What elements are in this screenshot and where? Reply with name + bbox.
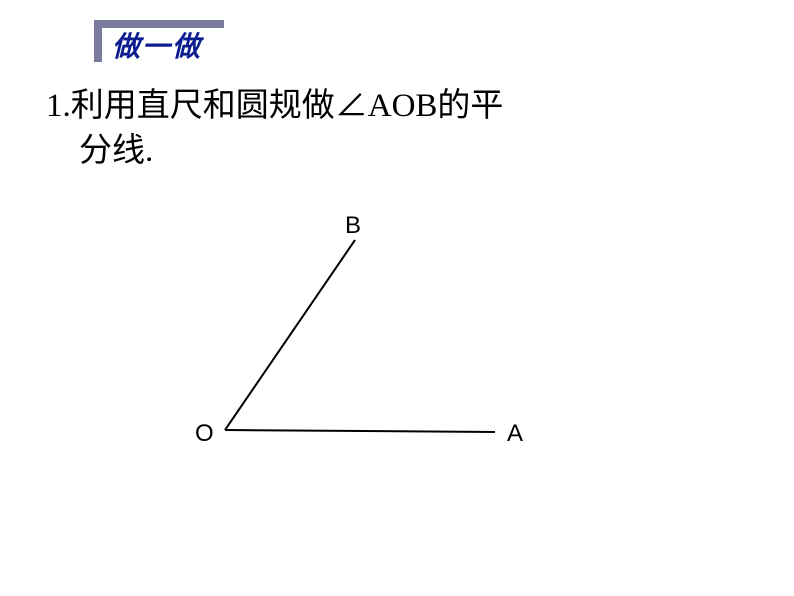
problem-line2: 分线. [46, 129, 503, 174]
header-title: 做一做 [112, 25, 202, 65]
line-OA [225, 430, 495, 432]
problem-number: 1. [46, 88, 71, 124]
point-label-a: A [507, 420, 523, 448]
line-OB [225, 240, 355, 430]
angle-svg [185, 220, 555, 460]
header-accent-box: 做一做 [94, 20, 224, 62]
point-label-b: B [345, 212, 361, 240]
problem-line1: 利用直尺和圆规做∠AOB的平 [71, 88, 504, 124]
problem-statement: 1.利用直尺和圆规做∠AOB的平 分线. [46, 84, 503, 173]
angle-diagram: B O A [185, 220, 555, 460]
point-label-o: O [195, 420, 214, 448]
